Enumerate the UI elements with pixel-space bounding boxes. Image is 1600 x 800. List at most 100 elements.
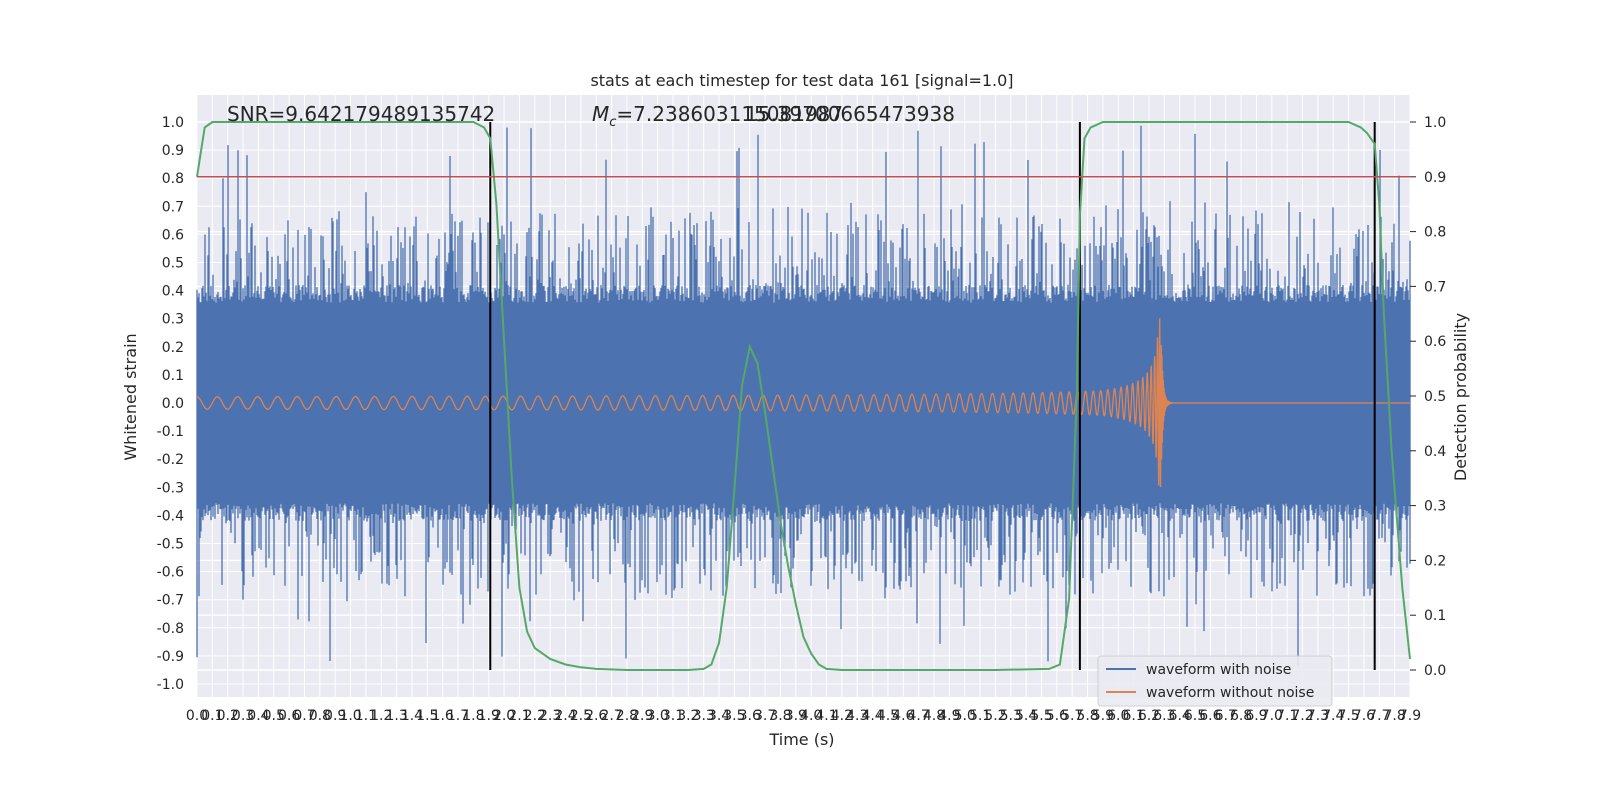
y-tick-label: -0.3 xyxy=(157,480,184,496)
y-tick-label: 0.5 xyxy=(162,256,184,272)
x-tick-label: 7.5 xyxy=(1337,708,1359,724)
y-tick-label: -0.6 xyxy=(157,565,184,581)
y-right-tick-label: 0.1 xyxy=(1424,608,1446,624)
y-right-tick-label: 0.2 xyxy=(1424,553,1446,569)
x-tick-label: 5.3 xyxy=(1000,708,1022,724)
x-tick-label: 0.1 xyxy=(201,708,223,724)
x-tick-label: 1.1 xyxy=(355,708,377,724)
x-tick-label: 5.9 xyxy=(1092,708,1114,724)
y-axis-label: Whitened strain xyxy=(121,333,140,460)
x-tick-label: 2.2 xyxy=(524,708,546,724)
y-right-tick-label: 0.9 xyxy=(1424,170,1446,186)
y-tick-label: -0.2 xyxy=(157,452,184,468)
x-tick-label: 6.4 xyxy=(1169,708,1191,724)
y-tick-label: 0.0 xyxy=(162,396,184,412)
x-tick-label: 0.7 xyxy=(293,708,315,724)
y-tick-label: 1.0 xyxy=(162,115,184,131)
overlap-annotation: 15.39700665473938 xyxy=(745,102,955,126)
x-tick-label: 0.8 xyxy=(309,708,331,724)
x-tick-label: 7.8 xyxy=(1384,708,1406,724)
x-tick-label: 4.3 xyxy=(846,708,868,724)
x-tick-label: 1.4 xyxy=(401,708,423,724)
x-tick-label: 0.2 xyxy=(217,708,239,724)
x-tick-label: 6.7 xyxy=(1215,708,1237,724)
x-tick-label: 3.6 xyxy=(739,708,761,724)
x-tick-label: 3.8 xyxy=(769,708,791,724)
x-tick-label: 2.8 xyxy=(616,708,638,724)
x-tick-label: 7.4 xyxy=(1322,708,1344,724)
x-tick-label: 3.7 xyxy=(754,708,776,724)
legend: waveform with noise waveform without noi… xyxy=(1097,655,1333,707)
x-tick-label: 0.9 xyxy=(324,708,346,724)
y-tick-label: 0.8 xyxy=(162,171,184,187)
x-tick-label: 2.9 xyxy=(631,708,653,724)
y-tick-label: -0.1 xyxy=(157,424,184,440)
x-tick-label: 7.9 xyxy=(1399,708,1421,724)
x-tick-label: 2.7 xyxy=(600,708,622,724)
y-tick-label: 0.4 xyxy=(162,284,184,300)
x-tick-label: 0.6 xyxy=(278,708,300,724)
y-tick-label: -0.8 xyxy=(157,621,184,637)
y-right-tick-label: 0.3 xyxy=(1424,499,1446,515)
x-tick-label: 4.1 xyxy=(815,708,837,724)
x-tick-label: 3.0 xyxy=(647,708,669,724)
x-tick-label: 3.2 xyxy=(677,708,699,724)
detection-probability-line xyxy=(196,121,1411,671)
waveform-without-noise-line xyxy=(197,317,1410,488)
x-tick-label: 0.3 xyxy=(232,708,254,724)
x-tick-label: 1.9 xyxy=(478,708,500,724)
chirp-mass-value: =7.238603115081987 xyxy=(616,102,843,126)
legend-box xyxy=(1097,655,1333,707)
x-tick-label: 1.7 xyxy=(447,708,469,724)
x-tick-label: 1.6 xyxy=(432,708,454,724)
x-tick-label: 3.9 xyxy=(785,708,807,724)
x-tick-label: 4.9 xyxy=(938,708,960,724)
y-tick-label: 0.2 xyxy=(162,340,184,356)
x-tick-label: 6.8 xyxy=(1230,708,1252,724)
x-tick-label: 0.5 xyxy=(263,708,285,724)
y-right-tick-label: 0.7 xyxy=(1424,279,1446,295)
snr-annotation: SNR=9.642179489135742 xyxy=(227,102,495,126)
y-tick-label: -0.4 xyxy=(157,508,184,524)
x-tick-label: 4.4 xyxy=(861,708,883,724)
y-tick-label: 0.7 xyxy=(162,199,184,215)
x-tick-label: 2.0 xyxy=(493,708,515,724)
chirp-mass-annotation: Mc=7.238603115081987 xyxy=(592,102,843,130)
x-tick-label: 5.8 xyxy=(1076,708,1098,724)
y-tick-label: 0.1 xyxy=(162,368,184,384)
y-right-tick-labels: 1.0 0.9 0.8 0.7 0.6 0.5 0.4 0.3 0.2 0.1 0.0 xyxy=(1410,115,1446,679)
x-tick-label: 7.3 xyxy=(1307,708,1329,724)
y-tick-label: -1.0 xyxy=(157,677,184,693)
y-tick-label: 0.9 xyxy=(162,143,184,159)
x-tick-label: 4.5 xyxy=(877,708,899,724)
x-tick-label: 4.7 xyxy=(908,708,930,724)
series-detection-probability xyxy=(196,121,1411,671)
y-right-tick-label: 0.8 xyxy=(1424,225,1446,241)
y-tick-labels: 1.0 0.9 0.8 0.7 0.6 0.5 0.4 0.3 0.2 0.1 0.0 -0.1 -0.… xyxy=(157,115,184,693)
y-right-tick-label: 0.6 xyxy=(1424,334,1446,350)
x-tick-label: 5.0 xyxy=(954,708,976,724)
x-tick-label: 6.3 xyxy=(1153,708,1175,724)
x-tick-label: 3.5 xyxy=(723,708,745,724)
legend-label-clean: waveform without noise xyxy=(1146,685,1314,701)
chart-title: stats at each timestep for test data 161… xyxy=(590,71,1013,90)
x-tick-label: 0.0 xyxy=(186,708,208,724)
y-tick-label: -0.5 xyxy=(157,537,184,553)
x-axis-label: Time (s) xyxy=(768,730,834,749)
x-tick-label: 1.3 xyxy=(385,708,407,724)
x-tick-label: 5.7 xyxy=(1061,708,1083,724)
x-tick-label: 1.2 xyxy=(370,708,392,724)
x-tick-label: 2.1 xyxy=(508,708,530,724)
y-right-tick-label: 1.0 xyxy=(1424,115,1446,131)
x-tick-label: 1.8 xyxy=(462,708,484,724)
x-tick-label: 7.1 xyxy=(1276,708,1298,724)
y-tick-label: -0.7 xyxy=(157,593,184,609)
y-right-axis-label: Detection probability xyxy=(1451,313,1470,481)
y-right-tick-label: 0.4 xyxy=(1424,444,1446,460)
x-tick-label: 2.3 xyxy=(539,708,561,724)
chirp-mass-subscript: c xyxy=(609,115,616,130)
x-tick-label: 4.8 xyxy=(923,708,945,724)
y-right-tick-label: 0.0 xyxy=(1424,663,1446,679)
x-tick-label: 4.2 xyxy=(831,708,853,724)
